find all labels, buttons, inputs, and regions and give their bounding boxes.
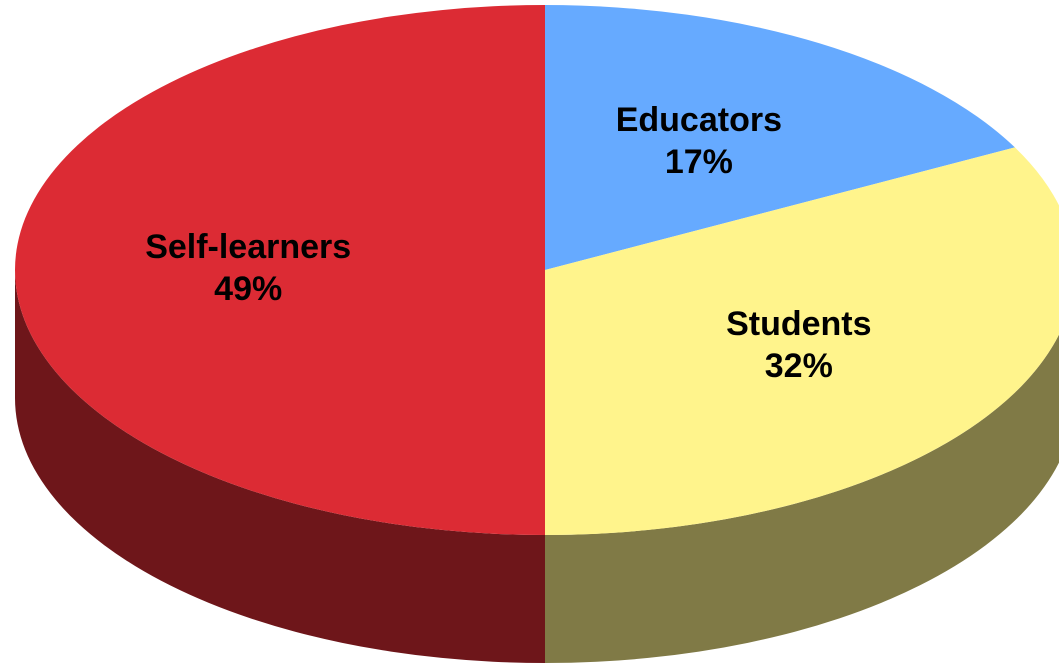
slice xyxy=(15,5,545,535)
slice-label: Students xyxy=(726,305,871,343)
slice xyxy=(545,147,1059,535)
slice-side xyxy=(545,334,1059,663)
slice-label: Self-learners xyxy=(145,228,351,266)
slice xyxy=(545,5,1015,270)
slice-side xyxy=(15,270,545,663)
value-label: 49% xyxy=(214,270,282,308)
value-label: 32% xyxy=(765,347,833,385)
value-label: 17% xyxy=(665,143,733,181)
slice-label: Educators xyxy=(616,101,782,139)
